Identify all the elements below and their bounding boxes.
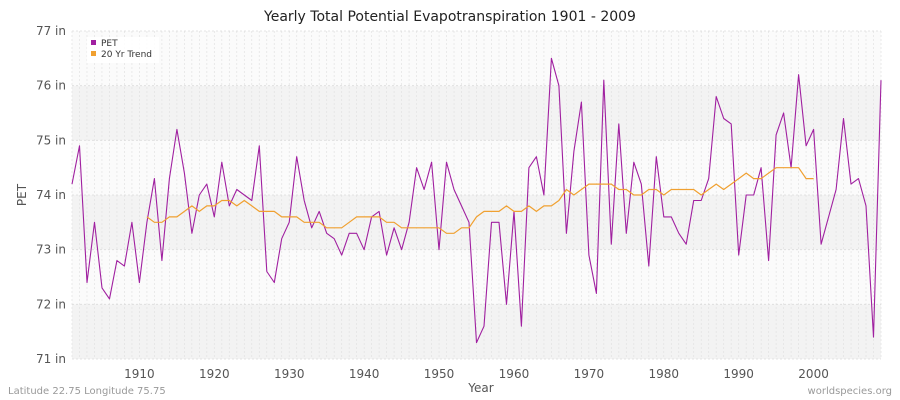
y-tick-label: 73 in bbox=[36, 243, 66, 257]
x-tick-label: 1930 bbox=[274, 367, 305, 381]
footer-location: Latitude 22.75 Longitude 75.75 bbox=[8, 386, 166, 397]
y-tick-label: 74 in bbox=[36, 188, 66, 202]
series-line-pet bbox=[71, 57, 882, 344]
legend-label-trend: 20 Yr Trend bbox=[101, 50, 152, 60]
y-tick-label: 75 in bbox=[36, 133, 66, 147]
x-tick-label: 1920 bbox=[199, 367, 230, 381]
x-tick-label: 1980 bbox=[648, 367, 679, 381]
legend-swatch-pet bbox=[91, 40, 96, 45]
x-tick-label: 1940 bbox=[349, 367, 380, 381]
y-tick-label: 77 in bbox=[36, 24, 66, 38]
legend-swatch-trend bbox=[91, 51, 96, 56]
x-tick-label: 1950 bbox=[424, 367, 455, 381]
x-axis-label: Year bbox=[467, 381, 493, 395]
y-axis-ticks: 71 in 72 in 73 in 74 in 75 in 76 in 77 in bbox=[36, 24, 66, 366]
y-tick-label: 76 in bbox=[36, 79, 66, 93]
legend-box bbox=[87, 37, 159, 63]
y-axis-label: PET bbox=[15, 183, 29, 206]
legend: PET 20 Yr Trend bbox=[87, 37, 159, 63]
x-tick-label: 1960 bbox=[499, 367, 530, 381]
y-tick-label: 71 in bbox=[36, 352, 66, 366]
legend-label-pet: PET bbox=[101, 39, 118, 49]
x-tick-label: 2000 bbox=[798, 367, 829, 381]
chart-title: Yearly Total Potential Evapotranspiratio… bbox=[263, 9, 636, 25]
series-line-trend bbox=[146, 167, 814, 234]
x-axis-ticks: 1910 1920 1930 1940 1950 1960 1970 1980 1990 2000 bbox=[124, 367, 829, 381]
x-tick-label: 1970 bbox=[574, 367, 605, 381]
x-tick-label: 1910 bbox=[124, 367, 155, 381]
series-layer bbox=[71, 57, 882, 344]
footer-source: worldspecies.org bbox=[808, 386, 892, 397]
x-tick-label: 1990 bbox=[723, 367, 754, 381]
y-tick-label: 72 in bbox=[36, 297, 66, 311]
